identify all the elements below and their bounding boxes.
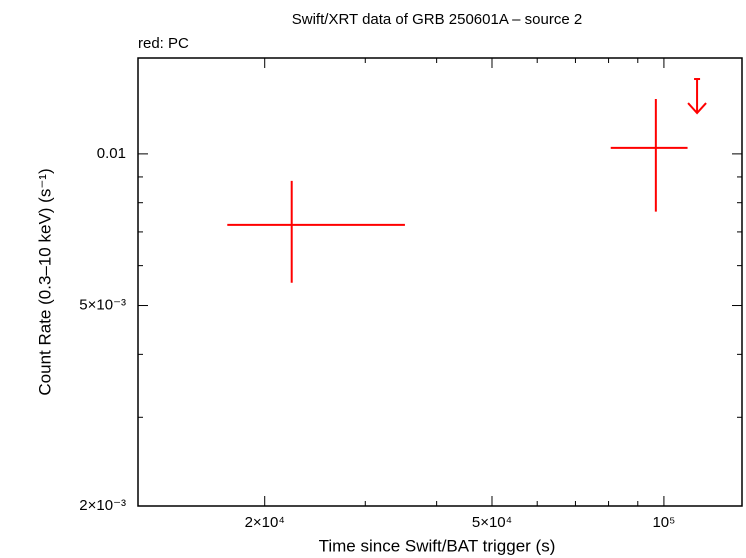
x-tick-label: 5×10⁴	[472, 514, 512, 531]
y-tick-label: 0.01	[97, 145, 126, 162]
arrow-head	[687, 102, 707, 115]
x-tick-label: 10⁵	[652, 514, 675, 531]
y-axis-label: Count Rate (0.3–10 keV) (s⁻¹)	[35, 168, 54, 395]
y-tick-label: 2×10⁻³	[79, 497, 126, 514]
x-tick-label: 2×10⁴	[245, 514, 285, 531]
x-axis-label: Time since Swift/BAT trigger (s)	[319, 536, 556, 555]
upper-limit-arrow	[687, 78, 707, 115]
chart-title: Swift/XRT data of GRB 250601A – source 2	[292, 11, 582, 28]
y-tick-label: 5×10⁻³	[79, 297, 126, 314]
legend-note: red: PC	[138, 35, 189, 52]
plot-frame	[137, 57, 743, 507]
